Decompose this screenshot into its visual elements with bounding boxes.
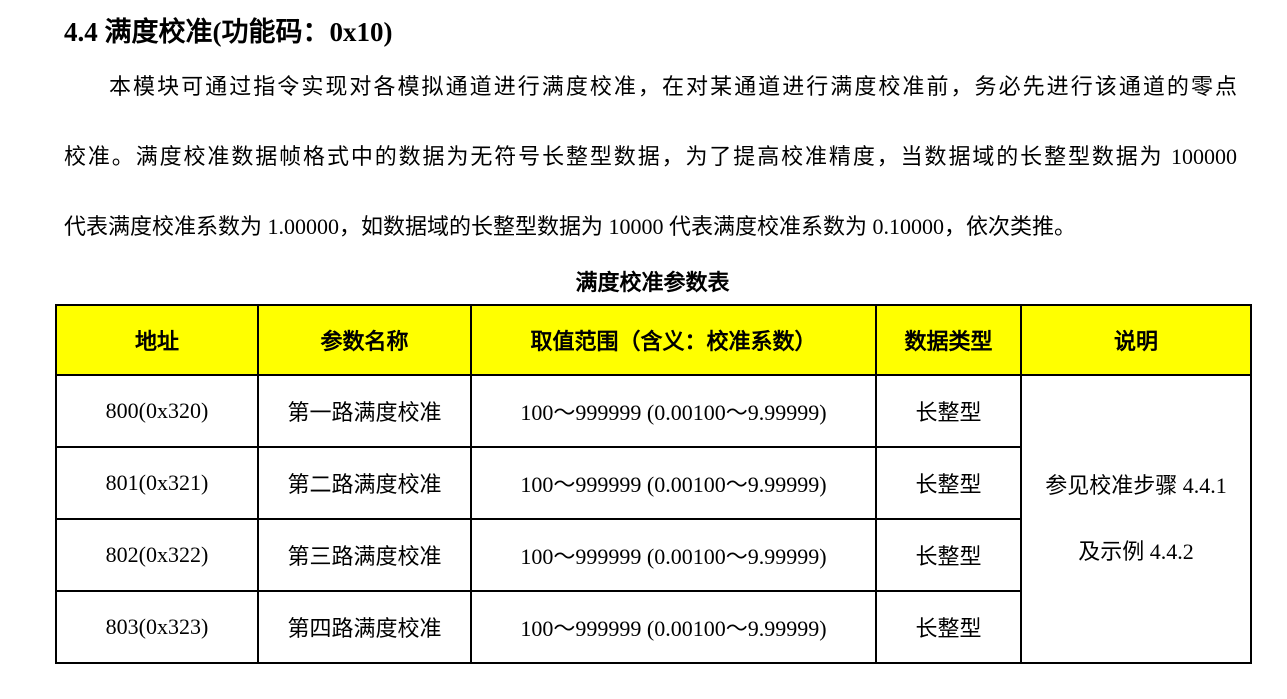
column-header-value-range: 取值范围（含义：校准系数） [470,304,877,376]
calibration-parameters-table: 地址 参数名称 取值范围（含义：校准系数） 数据类型 说明 800(0x320)… [55,304,1252,664]
column-header-data-type: 数据类型 [875,304,1022,376]
paragraph-line-1: 本模块可通过指令实现对各模拟通道进行满度校准，在对某通道进行满度校准前，务必先进… [109,74,1237,99]
paragraph-line-2: 校准。满度校准数据帧格式中的数据为无符号长整型数据，为了提高校准精度，当数据域的… [64,144,1237,169]
cell-address: 801(0x321) [55,446,259,520]
table-row: 801(0x321) 第二路满度校准 100～999999 (0.00100～9… [55,446,1251,520]
description-line-1: 参见校准步骤 4.4.1 [1045,473,1227,498]
table-row: 800(0x320) 第一路满度校准 100～999999 (0.00100～9… [55,374,1252,664]
cell-param-name: 第二路满度校准 [257,446,472,520]
cell-param-name: 第一路满度校准 [257,374,472,448]
table-header-row: 地址 参数名称 取值范围（含义：校准系数） 数据类型 说明 [55,304,1252,376]
cell-value-range: 100～999999 (0.00100～9.99999) [470,446,877,520]
cell-data-type: 长整型 [875,446,1022,520]
cell-value-range: 100～999999 (0.00100～9.99999) [470,518,877,592]
cell-data-type: 长整型 [875,374,1022,448]
cell-data-type: 长整型 [875,518,1022,592]
cell-data-type: 长整型 [875,590,1022,664]
body-paragraph: 本模块可通过指令实现对各模拟通道进行满度校准，在对某通道进行满度校准前，务必先进… [64,52,1237,262]
cell-address: 800(0x320) [55,374,259,448]
description-line-2: 及示例 4.4.2 [1078,539,1194,564]
cell-value-range: 100～999999 (0.00100～9.99999) [470,374,877,448]
cell-address: 802(0x322) [55,518,259,592]
table-title: 满度校准参数表 [575,270,730,295]
paragraph-line-3: 代表满度校准系数为 1.00000，如数据域的长整型数据为 10000 代表满度… [64,214,1077,239]
table-row: 803(0x323) 第四路满度校准 100～999999 (0.00100～9… [55,590,1251,664]
column-header-address: 地址 [55,304,259,376]
column-header-param-name: 参数名称 [257,304,472,376]
section-heading: 4.4 满度校准(功能码：0x10) [64,17,393,47]
cell-param-name: 第三路满度校准 [257,518,472,592]
cell-address: 803(0x323) [55,590,259,664]
column-header-description: 说明 [1020,304,1252,376]
table-row: 802(0x322) 第三路满度校准 100～999999 (0.00100～9… [55,518,1251,592]
document-page: 4.4 满度校准(功能码：0x10) 本模块可通过指令实现对各模拟通道进行满度校… [0,14,1287,699]
cell-description-merged: 参见校准步骤 4.4.1 及示例 4.4.2 [1020,374,1252,664]
cell-value-range: 100～999999 (0.00100～9.99999) [470,590,877,664]
cell-param-name: 第四路满度校准 [257,590,472,664]
